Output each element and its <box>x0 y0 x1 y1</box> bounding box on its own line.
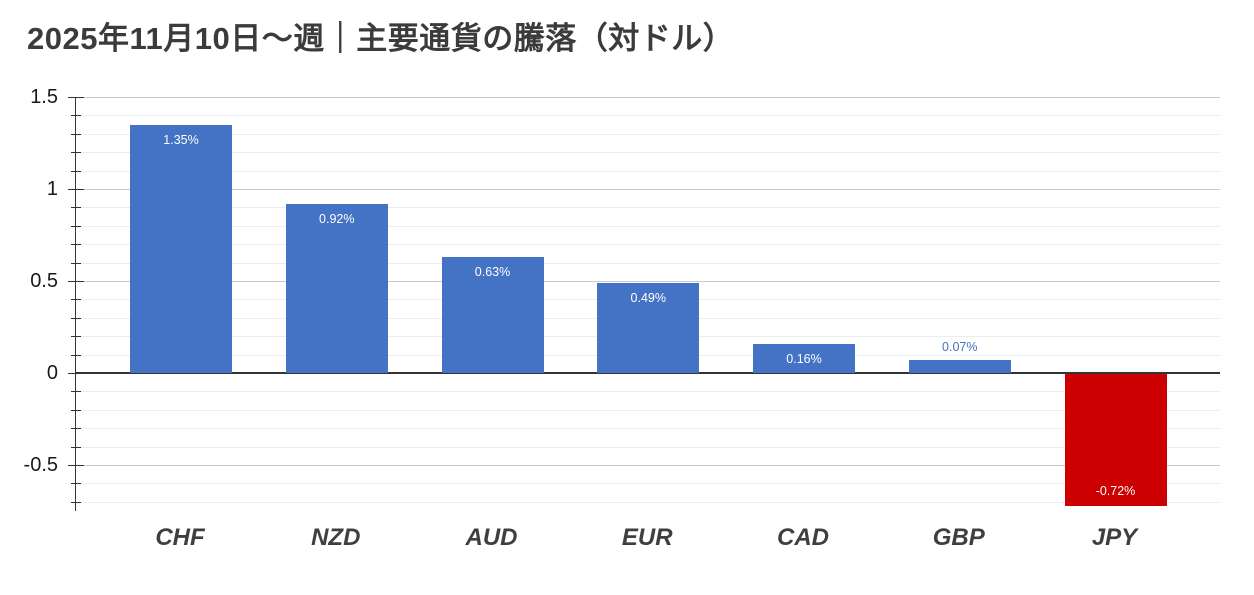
bar-nzd <box>285 203 388 373</box>
minor-tick <box>71 336 81 338</box>
minor-gridline <box>76 115 1220 117</box>
x-axis-label-chf: CHF <box>155 524 205 551</box>
plot-area: 1.35% 0.92% 0.63% 0.49% 0.16% 0.07% -0.72% <box>68 97 1220 511</box>
minor-gridline <box>76 225 1220 227</box>
y-axis-tick-label: 0 <box>46 362 58 384</box>
bar-cad <box>753 343 855 373</box>
major-tick <box>68 97 84 98</box>
minor-gridline <box>76 391 1220 393</box>
major-tick <box>68 373 84 374</box>
minor-tick <box>71 483 81 485</box>
bar-chf <box>130 124 232 373</box>
x-axis-label-aud: AUD <box>465 524 518 551</box>
minor-gridline <box>76 262 1220 264</box>
minor-gridline <box>76 428 1220 430</box>
minor-tick <box>71 244 81 246</box>
major-gridline <box>76 465 1220 466</box>
minor-tick <box>71 170 81 172</box>
minor-gridline <box>76 152 1220 154</box>
minor-tick <box>71 409 81 411</box>
minor-gridline <box>76 501 1220 503</box>
x-axis-label-gbp: GBP <box>932 524 985 551</box>
minor-tick <box>71 152 81 154</box>
x-axis-label-cad: CAD <box>777 524 829 551</box>
minor-gridline <box>76 483 1220 485</box>
minor-tick <box>71 262 81 264</box>
major-gridline <box>76 281 1220 282</box>
zero-axis-line <box>76 372 1220 374</box>
minor-gridline <box>76 133 1220 135</box>
bar-value-label: 0.92% <box>319 211 355 226</box>
x-axis-label-jpy: JPY <box>1091 524 1138 551</box>
minor-tick <box>71 133 81 135</box>
bar-gbp <box>908 360 1011 373</box>
x-axis-label-nzd: NZD <box>311 524 361 551</box>
y-axis-tick-label: 1 <box>46 178 58 200</box>
major-tick <box>68 189 84 190</box>
minor-tick <box>71 428 81 430</box>
minor-tick <box>71 446 81 448</box>
bar-value-label: 1.35% <box>163 132 199 147</box>
minor-tick <box>71 207 81 209</box>
major-tick <box>68 281 84 282</box>
minor-gridline <box>76 207 1220 209</box>
bar-value-label: 0.07% <box>942 340 978 355</box>
major-gridline <box>76 189 1220 190</box>
minor-tick <box>71 317 81 319</box>
bar-value-label: 0.49% <box>630 290 666 305</box>
minor-gridline <box>76 170 1220 172</box>
bar-value-label: 0.63% <box>474 265 511 280</box>
bar-eur <box>597 282 700 373</box>
x-axis-label-eur: EUR <box>621 524 673 551</box>
minor-tick <box>71 391 81 393</box>
bar-value-label: -0.72% <box>1095 484 1136 499</box>
minor-tick <box>71 225 81 227</box>
major-gridline <box>76 97 1220 98</box>
minor-tick <box>71 501 81 503</box>
y-axis-tick-label: 0.5 <box>30 270 58 292</box>
minor-gridline <box>76 409 1220 411</box>
y-axis-tick-label: -0.5 <box>23 454 58 476</box>
chart-title: 2025年11月10日～週｜主要通貨の騰落（対ドル） <box>27 21 735 56</box>
minor-gridline <box>76 446 1220 448</box>
major-tick <box>68 465 84 466</box>
y-axis-tick-label: 1.5 <box>30 86 58 108</box>
minor-tick <box>71 115 81 117</box>
bar-value-label: 0.16% <box>786 351 822 366</box>
minor-gridline <box>76 244 1220 246</box>
bar-jpy <box>1064 374 1167 507</box>
minor-tick <box>71 299 81 301</box>
bar-aud <box>441 257 544 373</box>
minor-tick <box>71 354 81 356</box>
